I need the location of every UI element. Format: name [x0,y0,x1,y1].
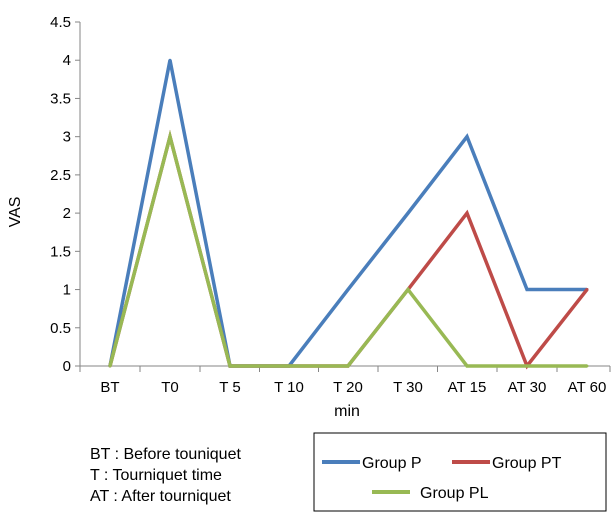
series-line-group-pl [108,129,587,368]
legend-entry-group-pl: Group PL [372,485,489,502]
x-axis-title: min [334,403,360,420]
series-line-group-pt [108,129,589,370]
x-tick-label: BT [100,379,119,396]
legend-label-group-p: Group P [362,455,422,472]
note-at: AT : After tourniquet [90,488,231,505]
legend-box [313,432,607,512]
legend: Group P Group PT Group PL [313,432,607,512]
y-tick-label: 3 [63,129,71,146]
data-point-group-pl [406,288,410,292]
y-tick-label: 4.5 [50,14,71,31]
abbreviation-notes: BT : Before touniquet T : Tourniquet tim… [90,444,241,507]
data-point-group-pt [465,211,469,215]
series-lines [108,58,589,370]
note-bt: BT : Before touniquet [90,446,241,463]
data-point-group-pl [465,364,469,368]
data-point-group-p [168,58,172,62]
x-tick-label: T 20 [333,379,363,396]
x-tick-label: T0 [161,379,179,396]
legend-label-group-pl: Group PL [420,485,489,502]
y-tick-label: 4 [63,52,71,69]
x-tick-label: T 30 [393,379,423,396]
x-tick-label: AT 60 [568,379,607,396]
y-tick-label: 1 [63,282,71,299]
x-tick-label: T 10 [274,379,304,396]
y-tick-label: 2.5 [50,167,71,184]
data-point-group-pl [287,364,291,368]
x-tick-label: T 5 [219,379,240,396]
series-line-group-p [108,59,587,368]
data-point-group-pt [585,288,589,292]
data-point-group-pl [585,364,589,368]
y-tick-label: 2 [63,205,71,222]
data-point-group-p [465,135,469,139]
y-tick-label: 0.5 [50,320,71,337]
data-point-group-pl [525,364,529,368]
y-axis: 0 0.5 1 1.5 2 2.5 3 3.5 4 4.5 [50,14,81,375]
legend-label-group-pt: Group PT [492,455,562,472]
data-point-group-pl [168,135,172,139]
data-point-group-pl [228,364,232,368]
x-tick-label: AT 30 [508,379,547,396]
data-point-group-pl [108,364,112,368]
data-point-group-p [346,288,350,292]
y-tick-label: 3.5 [50,90,71,107]
note-t: T : Tourniquet time [90,467,222,484]
data-point-group-p [406,211,410,215]
y-tick-label: 0 [63,358,71,375]
y-axis-title: VAS [7,197,24,228]
x-axis: BT T0 T 5 T 10 T 20 T 30 AT 15 AT 30 AT 60 [79,365,611,396]
data-point-group-p [525,288,529,292]
data-point-group-pl [346,364,350,368]
y-tick-label: 1.5 [50,243,71,260]
legend-entry-group-p: Group P [322,455,422,472]
x-tick-label: AT 15 [448,379,487,396]
legend-entry-group-pt: Group PT [452,455,562,472]
